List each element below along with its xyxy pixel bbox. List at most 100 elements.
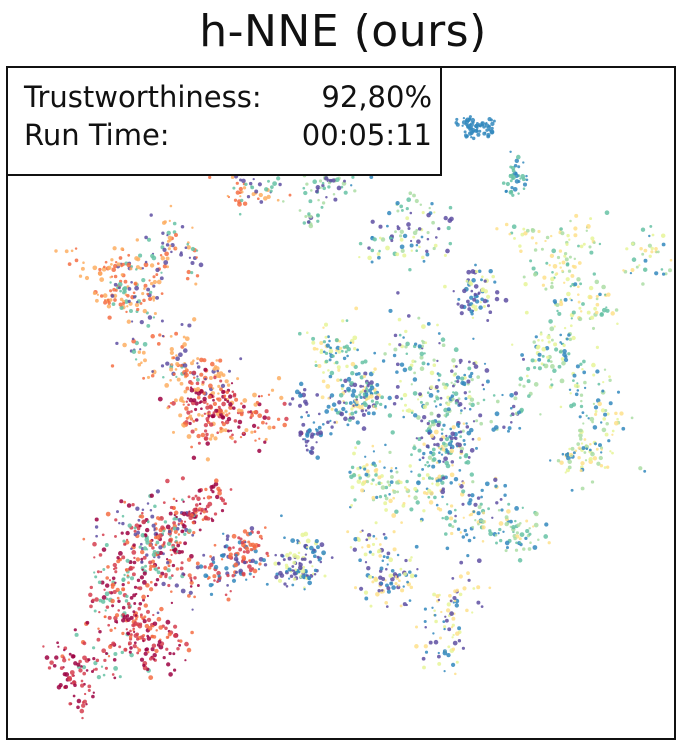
scatter-point [506, 509, 511, 514]
scatter-point [451, 425, 456, 430]
scatter-point [399, 244, 405, 250]
scatter-point [82, 537, 86, 541]
scatter-point [96, 637, 101, 642]
scatter-point [250, 413, 254, 418]
scatter-point [611, 429, 615, 433]
scatter-point [165, 619, 171, 625]
scatter-point [370, 235, 374, 239]
scatter-point [264, 409, 269, 414]
scatter-point [425, 444, 430, 449]
scatter-point [495, 227, 499, 231]
scatter-point [176, 550, 179, 553]
scatter-point [131, 550, 137, 555]
scatter-point [121, 582, 125, 587]
scatter-point [207, 565, 212, 570]
scatter-point [138, 515, 142, 518]
scatter-point [101, 533, 105, 537]
scatter-point [180, 498, 184, 502]
scatter-point [242, 404, 246, 409]
scatter-point [319, 560, 323, 564]
scatter-point [291, 565, 295, 568]
scatter-point [563, 297, 568, 302]
scatter-point [156, 550, 160, 555]
scatter-point [468, 407, 472, 411]
scatter-point [405, 341, 410, 347]
scatter-point [165, 361, 170, 366]
scatter-point [185, 276, 190, 281]
scatter-point [462, 439, 466, 442]
scatter-point [386, 589, 391, 594]
scatter-point [80, 679, 84, 683]
scatter-point [456, 302, 460, 306]
scatter-point [213, 375, 217, 380]
scatter-point [208, 437, 213, 441]
scatter-point [166, 230, 171, 236]
scatter-point [518, 383, 522, 387]
scatter-point [115, 621, 119, 624]
scatter-point [478, 305, 483, 310]
scatter-point [191, 496, 195, 501]
scatter-point [321, 379, 326, 384]
scatter-point [210, 433, 215, 438]
scatter-point [369, 380, 374, 385]
scatter-point [517, 558, 523, 563]
scatter-point [103, 615, 106, 619]
scatter-point [426, 237, 430, 241]
scatter-point [405, 487, 409, 491]
scatter-point [155, 629, 158, 632]
scatter-point [109, 276, 112, 279]
scatter-point [220, 553, 226, 558]
scatter-point [153, 504, 157, 509]
scatter-point [152, 316, 156, 319]
scatter-point [463, 407, 466, 410]
scatter-point [447, 645, 451, 649]
scatter-point [649, 224, 653, 228]
scatter-point [511, 224, 517, 230]
scatter-point [541, 283, 546, 287]
scatter-point [114, 288, 118, 292]
scatter-point [59, 666, 64, 670]
scatter-point [242, 201, 248, 206]
scatter-point [187, 573, 192, 578]
scatter-point [399, 204, 404, 209]
scatter-point [150, 647, 155, 652]
scatter-point [352, 404, 355, 407]
scatter-point [111, 641, 116, 646]
scatter-point [313, 573, 317, 576]
scatter-point [471, 304, 476, 309]
scatter-point [358, 558, 362, 563]
scatter-point [104, 591, 110, 597]
scatter-point [309, 545, 314, 551]
scatter-point [374, 395, 380, 401]
scatter-point [378, 543, 382, 546]
scatter-point [503, 493, 507, 497]
scatter-point [111, 604, 115, 608]
scatter-point [371, 580, 375, 584]
scatter-point [571, 335, 576, 341]
scatter-point [513, 391, 519, 396]
scatter-point [399, 237, 404, 242]
scatter-point [322, 371, 325, 374]
scatter-point [449, 504, 454, 508]
scatter-point [117, 609, 120, 612]
scatter-point [219, 412, 223, 417]
scatter-point [596, 461, 601, 466]
scatter-point [359, 530, 362, 534]
scatter-point [371, 411, 376, 416]
scatter-point [455, 422, 460, 427]
scatter-point [171, 563, 176, 568]
scatter-point [511, 193, 515, 197]
scatter-point [104, 666, 108, 670]
scatter-point [133, 532, 138, 537]
scatter-point [459, 531, 463, 534]
scatter-point [582, 242, 586, 246]
scatter-point [170, 553, 173, 556]
scatter-point [468, 513, 472, 517]
scatter-point [175, 567, 180, 571]
scatter-point [254, 189, 259, 194]
scatter-point [508, 232, 512, 236]
scatter-point [203, 367, 208, 372]
scatter-point [420, 436, 424, 440]
scatter-point [392, 353, 397, 358]
scatter-point [380, 581, 383, 585]
